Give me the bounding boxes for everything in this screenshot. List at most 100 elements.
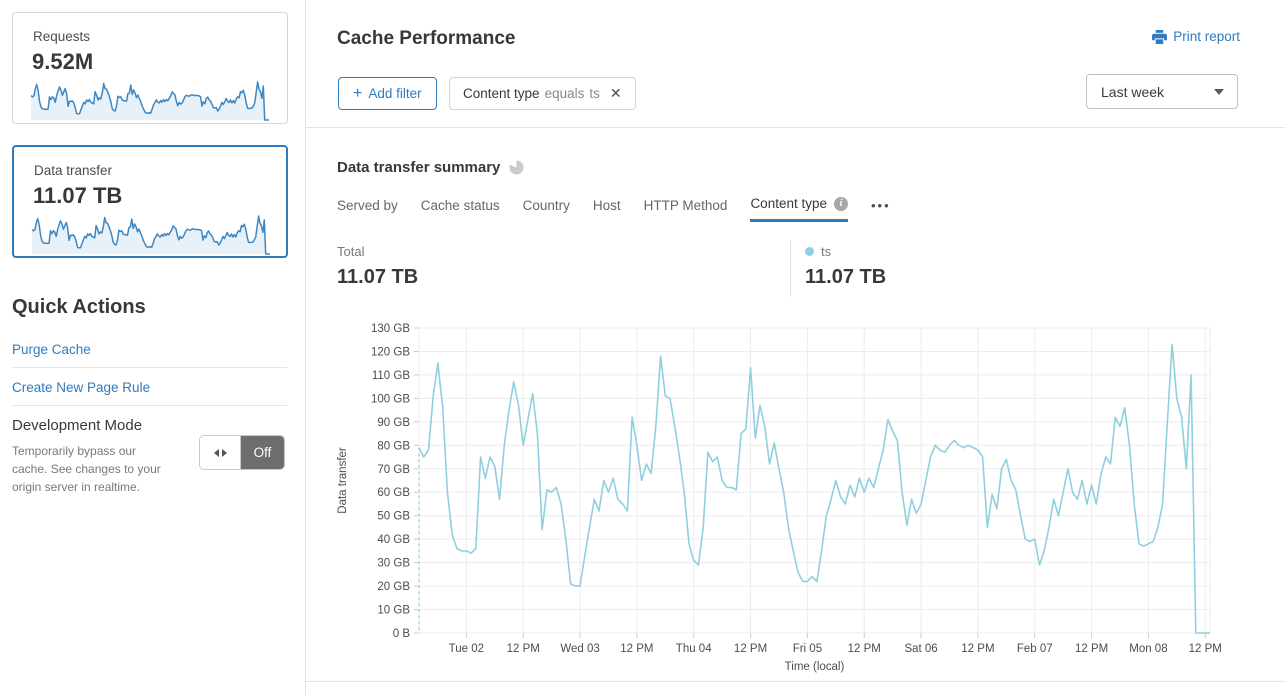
y-tick-label: 100 GB [371,393,410,405]
divider [790,240,791,297]
quick-actions-title: Quick Actions [12,296,146,318]
remove-filter-icon[interactable]: ✕ [609,85,622,101]
y-tick-label: 110 GB [372,370,410,382]
y-tick-label: 20 GB [377,581,410,593]
tab-label: HTTP Method [643,197,728,213]
x-axis-title: Time (local) [785,661,845,673]
y-tick-label: 90 GB [377,417,410,429]
series-line-ts [418,343,1210,634]
filter-chip-field: Content type [463,86,540,101]
divider [12,367,287,368]
legend-dot [805,247,814,256]
x-tick-label: Thu 04 [676,643,712,655]
info-icon[interactable]: i [834,196,848,211]
tab-label: Country [522,197,570,213]
data-transfer-card-label: Data transfer [34,163,113,178]
print-report-link[interactable]: Print report [1152,29,1240,44]
x-tick-label: Mon 08 [1129,643,1167,655]
y-tick-label: 30 GB [377,558,410,570]
summary-title: Data transfer summary [337,159,524,176]
series-stat: ts 11.07 TB [805,244,886,289]
plus-icon: + [353,84,363,102]
add-filter-label: Add filter [368,86,422,101]
divider [12,405,287,406]
y-axis-title: Data transfer [337,447,349,514]
tab-label: Host [592,197,621,213]
y-tick-label: 60 GB [377,487,410,499]
tab-label: Content type [750,196,827,211]
tab-country[interactable]: Country [523,198,570,221]
toggle-arrows-icon [213,448,219,457]
page-title: Cache Performance [337,28,516,49]
y-tick-label: 40 GB [377,534,410,546]
x-tick-label: 12 PM [1075,643,1108,655]
total-stat-value: 11.07 TB [337,266,419,288]
x-tick-label: Tue 02 [449,643,484,655]
requests-card-label: Requests [33,29,91,44]
development-mode-toggle[interactable]: Off [199,435,285,470]
x-tick-label: 12 PM [620,643,653,655]
total-stat-label: Total [337,244,365,259]
add-filter-button[interactable]: + Add filter [338,77,437,110]
tab-http-method[interactable]: HTTP Method [644,198,728,221]
dimension-tabs: Served by Cache status Country Host HTTP Met… [337,196,891,222]
time-range-value: Last week [1101,83,1165,100]
y-tick-label: 80 GB [377,440,410,452]
total-stat: Total 11.07 TB [337,244,418,289]
tab-label: Cache status [420,197,500,213]
x-tick-label: Wed 03 [560,643,599,655]
x-tick-label: 12 PM [848,643,881,655]
y-tick-label: 70 GB [377,464,410,476]
chevron-down-icon [1214,88,1224,95]
time-range-select[interactable]: Last week [1086,74,1238,109]
x-tick-label: 12 PM [961,643,994,655]
series-stat-label: ts [821,244,832,259]
x-tick-label: Feb 07 [1017,643,1053,655]
filter-chip-operator: equals [544,86,585,101]
tab-host[interactable]: Host [593,198,621,221]
sparkline-line [31,215,270,255]
x-tick-label: 12 PM [507,643,540,655]
requests-card-value: 9.52M [32,49,94,74]
tab-content-type[interactable]: Content type i [750,196,848,222]
more-tabs-button[interactable]: ••• [871,197,891,213]
requests-sparkline [30,81,269,121]
sparkline-area [32,216,270,254]
filter-chip: Content type equals ts ✕ [449,77,636,110]
data-transfer-card-value: 11.07 TB [33,183,123,208]
toggle-arrows-icon [221,448,227,457]
y-tick-label: 130 GB [371,323,410,335]
sparkline-area [31,82,269,120]
x-tick-label: 12 PM [734,643,767,655]
data-transfer-sparkline [31,215,270,255]
toggle-state-label: Off [241,436,284,469]
printer-icon [1152,29,1168,44]
sparkline-line [30,81,269,121]
data-transfer-chart: 0 B 10 GB 20 GB 30 GB 40 GB 50 GB 60 GB 70 GB 80… [337,323,1222,673]
development-mode-description: Temporarily bypass our cache. See change… [12,444,161,494]
print-report-label: Print report [1173,29,1240,44]
y-tick-label: 0 B [393,628,411,640]
data-transfer-card[interactable]: Data transfer 11.07 TB [12,145,288,258]
filter-chip-value: ts [589,86,600,101]
y-tick-label: 120 GB [371,346,410,358]
tab-label: Served by [337,197,398,213]
divider [306,127,1285,128]
pie-chart-icon [509,160,524,175]
series-stat-value: 11.07 TB [805,266,887,288]
sidebar: Requests 9.52M Data transfer 11.07 TB Qu… [0,0,306,695]
tab-served-by[interactable]: Served by [337,198,398,221]
main-panel: Cache Performance Print report + Add fil… [306,0,1285,695]
x-tick-label: Sat 06 [904,643,937,655]
x-tick-label: 12 PM [1189,643,1222,655]
development-mode-title: Development Mode [12,417,143,434]
summary-title-text: Data transfer summary [337,159,501,176]
requests-card[interactable]: Requests 9.52M [12,12,288,124]
y-tick-label: 50 GB [377,511,410,523]
x-tick-label: Fri 05 [793,643,822,655]
y-tick-label: 10 GB [377,605,410,617]
toggle-knob[interactable] [200,436,241,469]
purge-cache-link[interactable]: Purge Cache [12,342,91,357]
tab-cache-status[interactable]: Cache status [421,198,500,221]
create-page-rule-link[interactable]: Create New Page Rule [12,380,151,395]
